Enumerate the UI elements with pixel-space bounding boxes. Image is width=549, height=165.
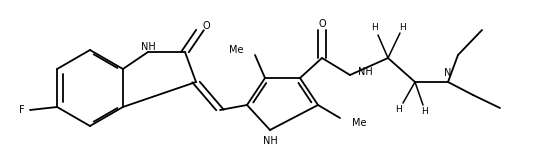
Text: O: O xyxy=(202,21,210,31)
Text: F: F xyxy=(19,105,25,115)
Text: NH: NH xyxy=(262,136,277,146)
Text: H: H xyxy=(396,105,402,115)
Text: N: N xyxy=(444,68,452,78)
Text: NH: NH xyxy=(358,67,373,77)
Text: H: H xyxy=(371,23,377,33)
Text: NH: NH xyxy=(141,42,155,52)
Text: O: O xyxy=(318,19,326,29)
Text: H: H xyxy=(400,22,406,32)
Text: H: H xyxy=(421,108,427,116)
Text: Me: Me xyxy=(229,45,244,55)
Text: Me: Me xyxy=(352,118,367,128)
